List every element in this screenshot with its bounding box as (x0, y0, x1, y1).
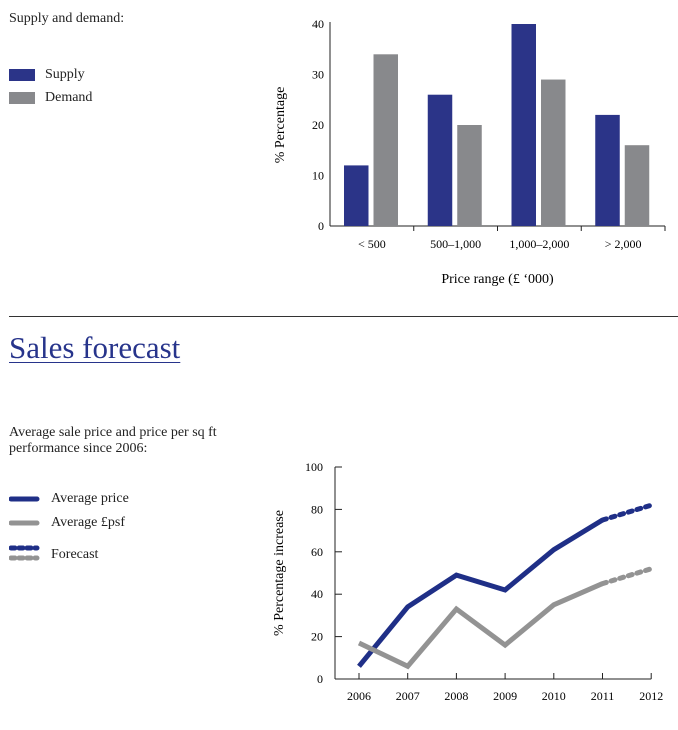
supply-swatch (9, 68, 35, 81)
x-tick-label: 500–1,000 (430, 237, 481, 251)
line-average-price (357, 517, 604, 668)
legend-label: Supply (45, 67, 85, 82)
forecast-line-average-price (600, 502, 654, 523)
bar-demand (457, 125, 482, 226)
y-axis-label: % Percentage increase (272, 510, 287, 636)
y-tick-label: 0 (318, 219, 324, 233)
bar-supply (511, 24, 536, 226)
x-axis-label: Price range (£ ‘000) (441, 272, 554, 287)
intro-line: Average sale price and price per sq ft (9, 425, 217, 440)
x-tick-label: 2009 (493, 689, 517, 703)
legend-demand: Demand (9, 90, 92, 106)
line-average-psf (357, 581, 604, 670)
legend-label: Demand (45, 90, 93, 105)
x-tick-label: 2010 (542, 689, 566, 703)
y-tick-label: 80 (311, 502, 323, 516)
bar-demand (624, 145, 650, 226)
y-tick-label: 60 (311, 545, 323, 559)
y-tick-label: 20 (312, 118, 324, 132)
intro-line: performance since 2006: (9, 441, 148, 456)
line-legend-swatches (9, 496, 40, 561)
forecast-intro: Average sale price and price per sq ft pe… (9, 425, 217, 457)
bar-supply (344, 165, 369, 226)
demand-swatch (9, 91, 35, 104)
line-chart: 0 20 40 60 80 100 2006 2007 2008 2009 2010 2011 2012… (272, 460, 663, 703)
x-tick-label: 2007 (396, 689, 420, 703)
x-tick-label: 2011 (591, 689, 615, 703)
y-tick-label: 100 (305, 460, 323, 474)
y-tick-label: 10 (312, 169, 324, 183)
y-tick-label: 20 (311, 630, 323, 644)
x-tick-label: 1,000–2,000 (509, 237, 569, 251)
bar-demand (373, 54, 398, 226)
bar-supply (595, 114, 620, 226)
y-tick-label: 40 (311, 587, 323, 601)
y-tick-label: 40 (312, 17, 324, 31)
x-tick-label: < 500 (358, 237, 386, 251)
divider (9, 316, 678, 317)
y-axis-label: % Percentage (273, 87, 288, 164)
y-tick-label: 0 (317, 672, 323, 686)
bar-chart: 0 10 20 30 40 < 500 500–1,000 1,000–2,000 > 2,00… (273, 17, 666, 287)
x-tick-label: 2008 (444, 689, 468, 703)
legend-supply: Supply (9, 67, 85, 83)
y-tick-label: 30 (312, 68, 324, 82)
x-tick-label: 2006 (347, 689, 371, 703)
legend-forecast: Forecast (51, 547, 99, 562)
bar-supply (427, 94, 453, 226)
forecast-line-average-psf (600, 566, 654, 587)
supply-demand-intro: Supply and demand: (9, 11, 125, 26)
legend-average-price: Average price (51, 491, 129, 506)
section-title[interactable]: Sales forecast (9, 330, 181, 365)
x-tick-label: 2012 (639, 689, 663, 703)
bar-demand (541, 79, 566, 226)
x-tick-label: > 2,000 (605, 237, 642, 251)
legend-average-psf: Average £psf (51, 515, 125, 530)
